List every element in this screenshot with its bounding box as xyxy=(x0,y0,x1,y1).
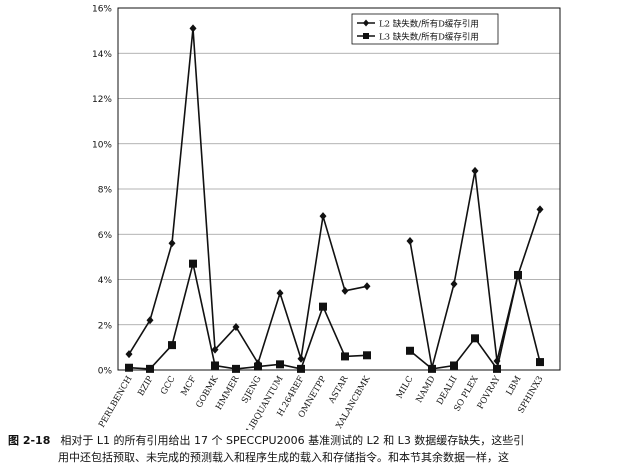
y-tick-label: 14% xyxy=(92,50,112,60)
data-point-diamond xyxy=(297,354,305,363)
data-point-square xyxy=(319,302,327,311)
y-tick-label: 12% xyxy=(92,95,112,105)
data-point-square xyxy=(297,364,305,373)
figure-number: 图 2-18 xyxy=(8,434,51,447)
x-tick-label: PERLBENCH xyxy=(97,375,135,430)
y-tick-label: 6% xyxy=(98,231,113,241)
y-tick-label: 4% xyxy=(98,276,113,286)
caption-line-1: 相对于 L1 的所有引用给出 17 个 SPECCPU2006 基准测试的 L2… xyxy=(60,434,525,447)
figure-caption: 图 2-18 相对于 L1 的所有引用给出 17 个 SPECCPU2006 基准… xyxy=(8,432,620,466)
data-point-diamond xyxy=(146,316,154,325)
data-point-diamond xyxy=(276,289,284,298)
data-point-square xyxy=(363,351,371,360)
y-tick-label: 16% xyxy=(92,5,112,15)
y-tick-label: 2% xyxy=(98,321,113,331)
x-tick-label: MCF xyxy=(179,374,198,397)
y-tick-label: 8% xyxy=(98,186,113,196)
data-point-square xyxy=(146,364,154,373)
x-tick-label: SJENG xyxy=(240,374,264,405)
data-point-diamond xyxy=(450,280,458,289)
data-point-diamond xyxy=(125,350,133,359)
data-point-diamond xyxy=(319,212,327,221)
data-point-square xyxy=(189,259,197,268)
data-point-square xyxy=(211,361,219,370)
x-tick-label: GCC xyxy=(159,375,178,397)
legend-marker-square xyxy=(363,33,369,39)
plot-area-border xyxy=(117,7,561,371)
line-chart: 0% 2% 4% 6% 8% 10% 12% 14% 16% PERLBENCH BZIP GCC MC… xyxy=(92,5,561,430)
series-line-1 xyxy=(128,28,368,366)
data-point-square xyxy=(168,341,176,350)
data-point-diamond xyxy=(232,323,240,332)
x-tick-label: NAMD xyxy=(414,374,437,404)
data-point-diamond xyxy=(168,239,176,248)
data-point-square xyxy=(232,364,240,373)
x-tick-label: BZIP xyxy=(136,374,155,398)
data-point-diamond xyxy=(406,237,414,246)
y-tick-label: 10% xyxy=(92,140,112,150)
data-point-square xyxy=(536,358,544,367)
legend-marker-diamond xyxy=(363,19,369,27)
legend-label: L3 缺失数/所有D缓存引用 xyxy=(379,32,479,43)
x-tick-label: MILC xyxy=(395,375,416,401)
legend-box xyxy=(351,13,499,45)
data-point-diamond xyxy=(363,282,371,291)
caption-line-2: 用中还包括预取、未完成的预测载入和程序生成的载入和存储指令。和本节其余数据一样，… xyxy=(58,451,509,464)
data-point-square xyxy=(514,270,522,279)
data-point-diamond xyxy=(189,24,197,33)
data-point-diamond xyxy=(211,345,219,354)
data-point-square xyxy=(341,352,349,361)
data-point-square xyxy=(450,361,458,370)
data-point-square xyxy=(254,362,262,371)
legend-label: L2 缺失数/所有D缓存引用 xyxy=(379,19,479,30)
data-point-square xyxy=(406,346,414,355)
x-tick-label: ASTAR xyxy=(327,374,351,406)
x-tick-label: LBM xyxy=(505,374,524,397)
data-point-square xyxy=(125,363,133,372)
data-point-diamond xyxy=(536,205,544,214)
data-point-square xyxy=(471,334,479,343)
data-point-square xyxy=(276,360,284,369)
data-point-square xyxy=(493,364,501,373)
data-point-square xyxy=(428,364,436,373)
data-point-diamond xyxy=(471,166,479,175)
data-point-diamond xyxy=(341,286,349,295)
y-tick-label: 0% xyxy=(98,367,113,377)
